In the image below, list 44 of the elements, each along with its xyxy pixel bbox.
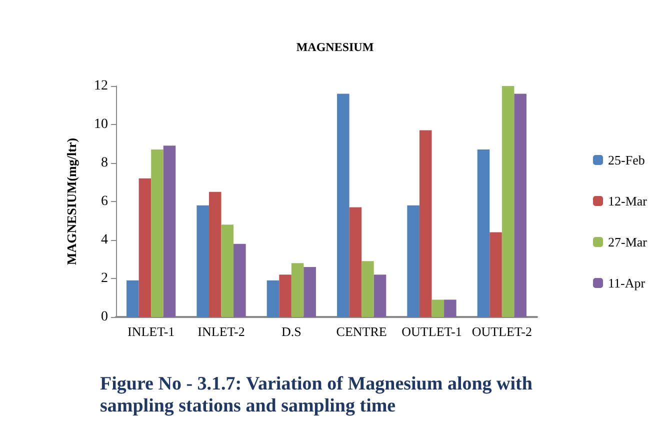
y-tick-label: 8 [101, 156, 108, 170]
x-tick-label: OUTLET-1 [402, 324, 462, 339]
chart-title: MAGNESIUM [296, 40, 374, 54]
bar [419, 130, 432, 317]
x-tick-label: OUTLET-2 [472, 324, 532, 339]
bar [477, 150, 490, 317]
bar [444, 300, 456, 317]
legend-label: 11-Apr [608, 276, 646, 290]
bar [514, 94, 526, 317]
x-tick-label: INLET-1 [127, 324, 175, 339]
legend-label: 27-Mar [608, 234, 648, 250]
y-tick-label: 4 [101, 232, 108, 248]
bar [221, 224, 234, 317]
x-tick-label: D.S [281, 324, 302, 339]
x-tick-label: CENTRE [336, 324, 387, 339]
bar [138, 178, 152, 317]
bar [234, 244, 246, 317]
bar [126, 280, 139, 317]
y-tick-label: 10 [94, 117, 108, 132]
bar [208, 192, 222, 317]
bar [151, 150, 164, 317]
y-axis-title: MAGNESIUM(mg/ltr) [64, 138, 79, 266]
y-tick-label: 6 [101, 194, 108, 209]
bar [279, 274, 292, 317]
legend-label: 12-Mar [608, 194, 648, 208]
bar [362, 261, 374, 317]
bar [349, 207, 362, 317]
x-tick-label: INLET-2 [198, 324, 245, 339]
bar [266, 280, 280, 317]
bar [337, 94, 350, 317]
bar [374, 274, 386, 317]
y-tick-label: 0 [101, 310, 108, 324]
bar [291, 263, 304, 317]
bar [196, 205, 209, 317]
text: Figure No - 3.1.7: Variation of Magnesium along with sampling stations and sampling time [100, 374, 538, 416]
bar [304, 266, 316, 317]
legend-label: 25-Feb [608, 152, 645, 168]
bar [502, 86, 514, 317]
y-tick-label: 12 [94, 78, 108, 94]
bar [163, 146, 176, 317]
bar [490, 232, 502, 317]
bar [432, 300, 444, 317]
bar [407, 205, 420, 317]
y-tick-label: 2 [101, 271, 108, 286]
